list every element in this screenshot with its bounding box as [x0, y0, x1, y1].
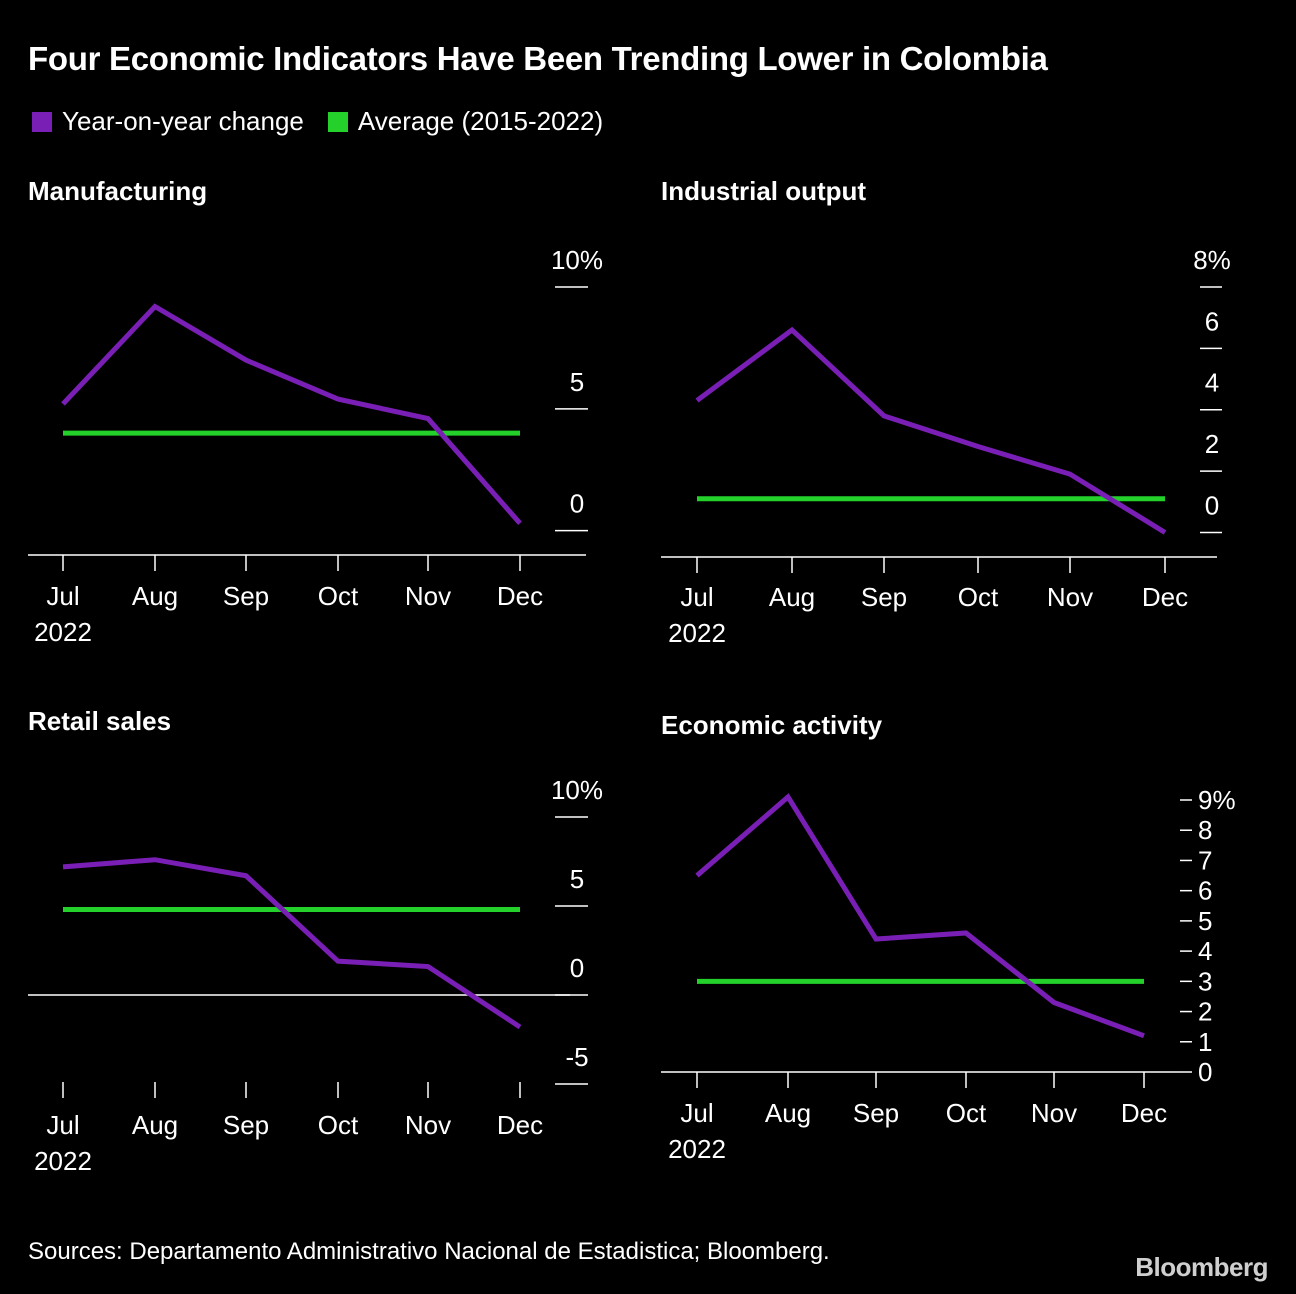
manufacturing-ytick-label-0: 0 — [570, 489, 584, 519]
legend: Year-on-year change Average (2015-2022) — [32, 106, 627, 137]
chart-title: Four Economic Indicators Have Been Trend… — [28, 40, 1048, 77]
economic-activity-xtick-label-4: Nov — [1031, 1098, 1077, 1128]
manufacturing-xtick-label-5: Dec — [497, 581, 543, 611]
manufacturing-xtick-label-1: Aug — [132, 581, 178, 611]
economic-activity-ytick-label-7: 7 — [1198, 845, 1212, 875]
retail-sales-xtick-label-5: Dec — [497, 1110, 543, 1140]
manufacturing-ytick-label-1: 5 — [570, 367, 584, 397]
retail-sales-xtick-label-2: Sep — [223, 1110, 269, 1140]
economic-activity-series-line — [695, 793, 1145, 1039]
legend-swatch-average — [327, 111, 348, 132]
economic-activity-ytick-label-5: 5 — [1198, 906, 1212, 936]
retail-sales-xtick-label-1: Aug — [132, 1110, 178, 1140]
retail-sales-xtick-label-3: Oct — [318, 1110, 359, 1140]
economic-activity-ytick-label-4: 4 — [1198, 936, 1212, 966]
industrial-output-ytick-label-2: 4 — [1205, 368, 1219, 398]
manufacturing-xtick-label-4: Nov — [405, 581, 451, 611]
economic-activity-ytick-label-3: 3 — [1198, 966, 1212, 996]
panel-title-economic-activity: Economic activity — [661, 710, 883, 740]
economic-activity-ytick-label-0: 0 — [1198, 1057, 1212, 1087]
source-note: Sources: Departamento Administrativo Nac… — [28, 1238, 830, 1265]
economic-activity-ytick-label-8: 8 — [1198, 815, 1212, 845]
panel-title-retail-sales: Retail sales — [28, 706, 172, 736]
manufacturing-xtick-label-2: Sep — [223, 581, 269, 611]
legend-swatch-yoy — [32, 111, 52, 132]
retail-sales-series-line — [62, 857, 522, 1030]
economic-activity-year-label: 2022 — [668, 1134, 726, 1164]
industrial-output-ytick-label-4: 8% — [1193, 245, 1231, 275]
retail-sales-xtick-label-4: Nov — [405, 1110, 451, 1140]
industrial-output-xtick-label-2: Sep — [861, 582, 907, 612]
economic-activity-xtick-label-5: Dec — [1121, 1098, 1167, 1128]
economic-activity-xtick-label-0: Jul — [680, 1098, 713, 1128]
economic-activity-xtick-label-3: Oct — [946, 1098, 987, 1128]
manufacturing-series-line — [61, 303, 522, 525]
economic-activity-ytick-label-2: 2 — [1198, 997, 1212, 1027]
industrial-output-ytick-label-1: 2 — [1205, 429, 1219, 459]
industrial-output-xtick-label-5: Dec — [1142, 582, 1188, 612]
industrial-output-year-label: 2022 — [668, 618, 726, 648]
industrial-output-xtick-label-3: Oct — [958, 582, 999, 612]
industrial-output-xtick-label-1: Aug — [769, 582, 815, 612]
legend-label-yoy: Year-on-year change — [62, 106, 304, 136]
retail-sales-year-label: 2022 — [34, 1146, 92, 1176]
economic-activity-ytick-label-1: 1 — [1198, 1027, 1212, 1057]
retail-sales-ytick-label-2: 5 — [570, 864, 584, 894]
economic-activity-xtick-label-2: Sep — [853, 1098, 899, 1128]
retail-sales-ytick-label-1: 0 — [570, 953, 584, 983]
panel-title-industrial-output: Industrial output — [661, 176, 867, 206]
legend-label-average: Average (2015-2022) — [357, 106, 604, 136]
panel-title-manufacturing: Manufacturing — [28, 176, 208, 206]
industrial-output-xtick-label-0: Jul — [680, 582, 713, 612]
legend-item-average: Average (2015-2022) — [327, 106, 604, 137]
economic-activity-ytick-label-9: 9% — [1198, 785, 1236, 815]
manufacturing-xtick-label-0: Jul — [46, 581, 79, 611]
legend-item-yoy: Year-on-year change — [32, 106, 304, 137]
economic-activity-xtick-label-1: Aug — [765, 1098, 811, 1128]
manufacturing-year-label: 2022 — [34, 617, 92, 647]
economic-activity-ytick-label-6: 6 — [1198, 876, 1212, 906]
retail-sales-ytick-label-0: -5 — [565, 1042, 588, 1072]
bloomberg-logo: Bloomberg — [1135, 1252, 1268, 1282]
manufacturing-xtick-label-3: Oct — [318, 581, 359, 611]
manufacturing-ytick-label-2: 10% — [551, 245, 603, 275]
industrial-output-ytick-label-0: 0 — [1205, 490, 1219, 520]
retail-sales-ytick-label-3: 10% — [551, 775, 603, 805]
industrial-output-ytick-label-3: 6 — [1205, 306, 1219, 336]
industrial-output-series-line — [695, 326, 1167, 535]
retail-sales-xtick-label-0: Jul — [46, 1110, 79, 1140]
industrial-output-xtick-label-4: Nov — [1047, 582, 1093, 612]
